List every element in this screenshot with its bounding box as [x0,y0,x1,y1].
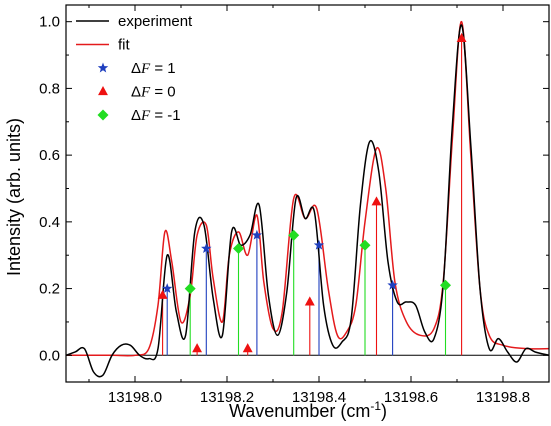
x-tick-label: 13198.2 [200,389,254,406]
legend-entry: ΔF = 0 [98,84,176,101]
dFm1-marker [288,229,300,241]
legend-swatch-triangle [98,86,108,96]
marker-layer [157,32,467,353]
dFm1-marker [233,243,244,255]
dF0-marker [242,343,253,353]
dF0-marker [456,32,467,42]
x-tick-label: 13198.0 [108,389,162,406]
legend-label: experiment [118,13,193,30]
dFm1-marker [184,283,196,295]
y-tick-label: 0.4 [39,214,60,231]
series-layer [65,20,550,378]
y-axis-title: Intensity (arb. units) [4,118,24,276]
y-tick-label: 0.0 [39,347,60,364]
x-tick-label: 13198.4 [292,389,346,406]
dF1-marker [387,279,398,290]
legend-entry: fit [76,37,131,54]
x-tick-label: 13198.6 [384,389,438,406]
dF1-marker [161,283,173,294]
dF0-marker [157,289,168,299]
y-tick-label: 0.2 [39,281,60,298]
y-tick-label: 1.0 [39,14,60,31]
legend-entry: ΔF = 1 [97,60,176,77]
dF0-marker [304,296,315,306]
dFm1-marker [440,279,451,291]
dF1-marker [201,243,212,253]
y-tick-label: 0.6 [39,147,60,164]
legend-label: ΔF = 0 [131,84,176,101]
legend-swatch-star [97,62,109,73]
dF1-marker [313,239,325,250]
legend-swatch-diamond [97,109,109,121]
x-tick-label: 13198.8 [476,389,530,406]
experiment-line [65,24,550,378]
dF1-marker [251,229,263,240]
legend-label: ΔF = -1 [131,107,181,124]
legend-label: ΔF = 1 [131,60,176,77]
legend-entry: experiment [76,13,193,30]
legend-entry: ΔF = -1 [97,107,181,124]
legend-label: fit [118,37,131,54]
stick-spectrum-layer [162,38,463,356]
plot-frame [65,4,550,383]
x-axis-title: Wavenumber (cm-1) [229,399,387,421]
dFm1-marker [359,239,371,251]
dF0-marker [192,343,203,353]
dF0-marker [371,196,382,206]
y-tick-label: 0.8 [39,80,60,97]
axis-ticks: 13198.0 13198.2 13198.4 13198.6 13198.8 0.0 0.… [39,5,549,406]
